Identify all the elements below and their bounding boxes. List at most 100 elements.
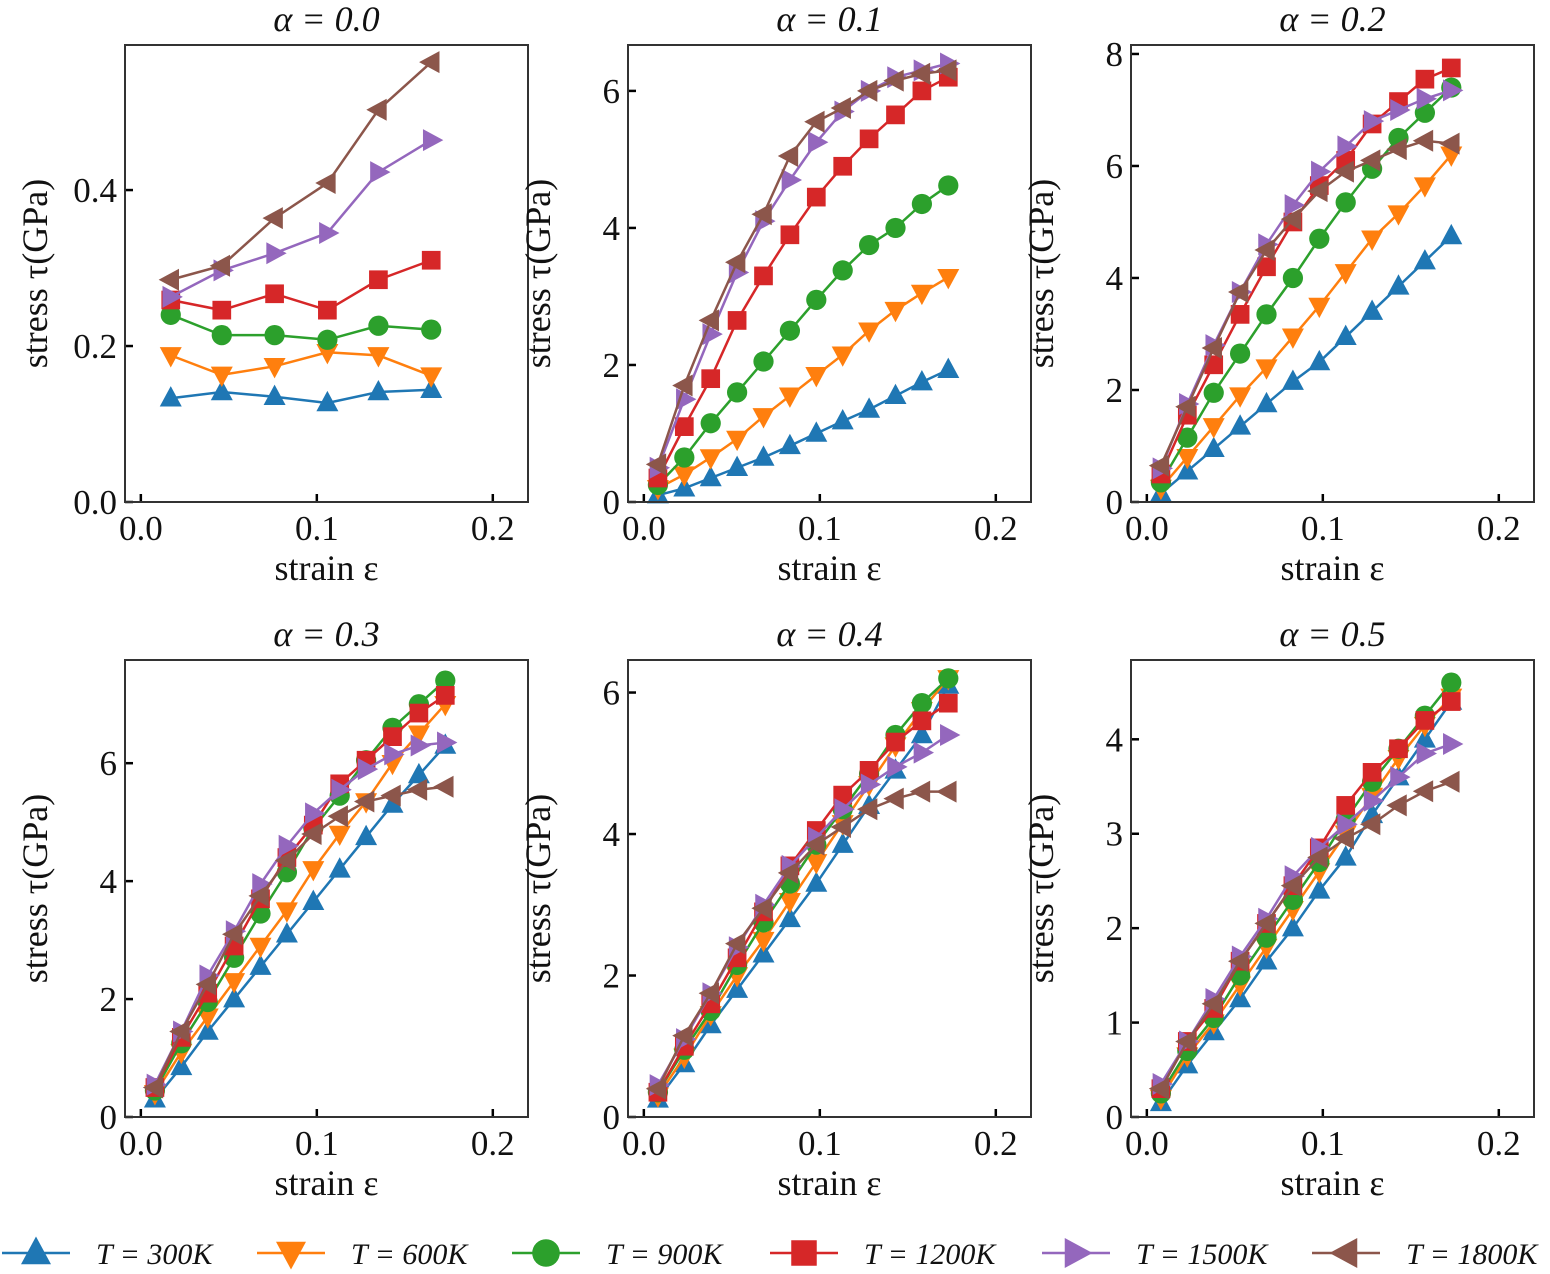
y-axis-label: stress τ(GPa) bbox=[1021, 794, 1061, 983]
square-marker bbox=[859, 761, 879, 780]
circle-marker bbox=[1441, 672, 1462, 693]
triangle-right-marker bbox=[1390, 98, 1411, 121]
y-tick-label: 2 bbox=[100, 980, 118, 1019]
square-marker bbox=[701, 369, 721, 389]
triangle-right-marker bbox=[266, 242, 287, 265]
triangle-left-marker bbox=[1228, 280, 1249, 303]
y-tick-label: 8 bbox=[1106, 35, 1124, 74]
triangle-down-marker bbox=[275, 902, 298, 923]
triangle-right-marker bbox=[1363, 110, 1385, 133]
triangle-left-marker bbox=[248, 884, 269, 907]
triangle-down-marker bbox=[210, 366, 233, 387]
y-tick-label: 0 bbox=[603, 483, 621, 522]
series-line bbox=[656, 790, 949, 1090]
subplot-1: α = 0.0 strain ε stress τ(GPa) 0.0 0.1 0.2 0.0… bbox=[15, 0, 529, 588]
square-marker bbox=[318, 300, 337, 320]
x-axis-label: strain ε bbox=[777, 548, 881, 588]
triangle-up-marker bbox=[884, 383, 907, 405]
triangle-left-marker bbox=[158, 268, 180, 291]
triangle-left-marker bbox=[419, 51, 440, 74]
series-1500K bbox=[649, 723, 961, 1097]
triangle-right-marker bbox=[1443, 733, 1464, 756]
triangle-left-marker bbox=[883, 69, 904, 92]
x-tick-label: 0.0 bbox=[1125, 1124, 1169, 1163]
triangle-down-marker bbox=[1308, 297, 1331, 319]
triangle-up-marker bbox=[302, 889, 325, 911]
circle-marker bbox=[435, 670, 456, 691]
y-tick-label: 4 bbox=[100, 862, 118, 901]
triangle-left-marker bbox=[142, 1076, 164, 1099]
series-600K bbox=[159, 344, 443, 388]
triangle-down-marker bbox=[937, 269, 960, 290]
x-axis-label: strain ε bbox=[1280, 548, 1384, 588]
triangle-down-marker bbox=[249, 937, 272, 959]
x-tick-label: 0.2 bbox=[974, 509, 1018, 548]
triangle-right-marker bbox=[834, 798, 855, 821]
triangle-right-marker bbox=[319, 221, 340, 244]
triangle-up-marker bbox=[223, 986, 246, 1008]
triangle-up-marker bbox=[752, 445, 775, 466]
y-tick-label: 3 bbox=[1106, 815, 1124, 854]
circle-marker bbox=[1256, 304, 1277, 325]
triangle-up-marker bbox=[1361, 299, 1384, 320]
axes-frame bbox=[1130, 44, 1535, 503]
triangle-down-marker bbox=[1361, 230, 1384, 251]
axes-frame bbox=[1130, 659, 1535, 1118]
square-marker bbox=[1230, 305, 1250, 324]
square-marker bbox=[421, 250, 441, 270]
triangle-left-marker bbox=[1333, 827, 1354, 850]
y-tick-label: 6 bbox=[603, 674, 621, 713]
x-tick-label: 0.1 bbox=[295, 1124, 339, 1163]
triangle-right-marker bbox=[1416, 87, 1437, 110]
circle-marker bbox=[858, 234, 880, 256]
circle-marker bbox=[264, 324, 285, 346]
triangle-down-marker bbox=[316, 344, 339, 365]
series-line bbox=[153, 703, 447, 1095]
triangle-down-marker bbox=[1334, 264, 1357, 285]
triangle-down-marker bbox=[1202, 418, 1225, 439]
square-marker bbox=[435, 686, 455, 705]
triangle-down-marker bbox=[159, 347, 182, 368]
triangle-left-marker bbox=[1201, 336, 1222, 359]
legend-item-1200K: T = 1200K bbox=[770, 1238, 997, 1271]
triangle-up-marker bbox=[210, 379, 233, 401]
square-marker bbox=[754, 266, 773, 286]
triangle-down-marker bbox=[407, 725, 430, 746]
square-marker bbox=[369, 270, 388, 290]
triangle-right-marker bbox=[305, 802, 326, 825]
triangle-right-marker bbox=[808, 131, 829, 154]
triangle-up-marker bbox=[263, 384, 286, 405]
triangle-up-marker bbox=[1308, 349, 1331, 371]
series-line bbox=[170, 313, 432, 342]
triangle-right-marker bbox=[357, 758, 379, 781]
circle-marker bbox=[368, 315, 389, 336]
square-marker bbox=[383, 727, 402, 747]
triangle-down-marker bbox=[1281, 328, 1304, 349]
series-1800K bbox=[142, 775, 454, 1099]
square-marker bbox=[912, 81, 932, 101]
x-tick-label: 0.2 bbox=[1477, 509, 1521, 548]
triangle-down-marker bbox=[726, 430, 749, 452]
triangle-down-marker bbox=[831, 346, 854, 367]
triangle-left-marker bbox=[1307, 180, 1328, 203]
x-tick-label: 0.1 bbox=[798, 509, 842, 548]
triangle-left-marker bbox=[1412, 129, 1434, 152]
subplot-2: α = 0.1 strain ε stress τ(GPa) 0.0 0.1 0.2 0 2 4… bbox=[518, 0, 1032, 588]
triangle-left-marker bbox=[1439, 132, 1460, 155]
square-marker bbox=[912, 711, 932, 731]
square-marker bbox=[859, 129, 879, 149]
legend-item-1800K: T = 1800K bbox=[1312, 1238, 1539, 1271]
triangle-left-marker bbox=[725, 251, 746, 274]
triangle-left-marker bbox=[830, 815, 851, 838]
triangle-right-marker bbox=[410, 734, 431, 757]
triangle-left-marker bbox=[1359, 149, 1381, 172]
triangle-right-marker bbox=[781, 168, 803, 191]
triangle-right-marker bbox=[1337, 813, 1358, 836]
x-tick-label: 0.2 bbox=[974, 1124, 1018, 1163]
triangle-up-marker bbox=[407, 762, 430, 784]
triangle-left-marker bbox=[936, 59, 957, 82]
triangle-down-marker bbox=[752, 931, 775, 953]
triangle-left-marker bbox=[327, 805, 348, 828]
triangle-down-marker bbox=[328, 825, 351, 847]
triangle-left-marker bbox=[1280, 208, 1302, 231]
